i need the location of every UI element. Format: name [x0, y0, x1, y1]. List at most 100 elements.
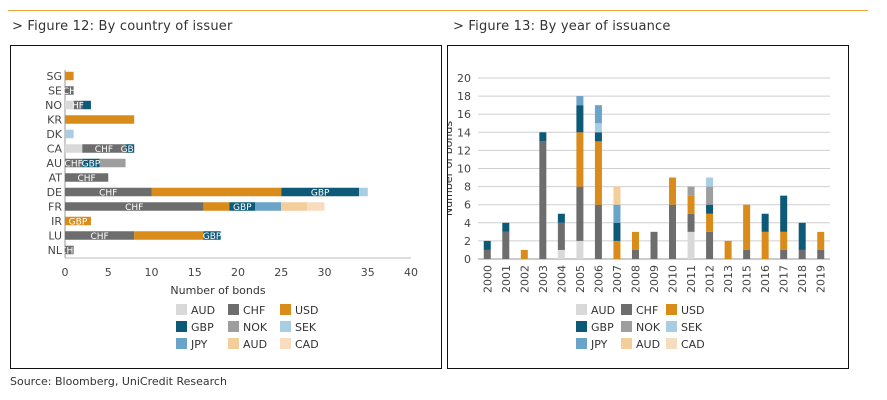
- bar-au-gbp: [82, 158, 100, 168]
- x-tick-label-2000: 2000: [481, 265, 494, 293]
- x-tick-label-2008: 2008: [629, 265, 642, 293]
- bar-label-de: GBP: [311, 189, 330, 199]
- x-tick-label-2012: 2012: [704, 265, 717, 293]
- bar-label-at: CHF: [78, 174, 96, 184]
- legend-swatch-cad: [666, 338, 677, 349]
- bar-label-de: CHF: [99, 189, 117, 199]
- x-tick-label-2005: 2005: [574, 265, 587, 293]
- bar-2007-aud-peach: [613, 186, 621, 205]
- figure13-title: > Figure 13: By year of issuance: [453, 19, 671, 34]
- category-label-ir: IR: [51, 215, 62, 228]
- bar-label-nl: CHF: [60, 247, 78, 257]
- bar-2009-chf: [650, 231, 658, 259]
- category-label-fr: FR: [48, 201, 62, 214]
- y-tick-label: 14: [457, 126, 471, 139]
- bar-2013-usd: [724, 240, 732, 259]
- legend-swatch-chf: [228, 304, 239, 315]
- bar-2000-chf: [483, 249, 491, 259]
- bar-2006-usd: [594, 141, 602, 205]
- bar-2005-aud-light: [576, 240, 584, 259]
- source-note: Source: Bloomberg, UniCredit Research: [10, 375, 227, 388]
- bar-2001-chf: [502, 231, 510, 259]
- legend-swatch-nok: [228, 321, 239, 332]
- bar-2006-gbp: [594, 132, 602, 142]
- legend-label-gbp: GBP: [591, 321, 614, 334]
- bar-fr-chf: [65, 202, 204, 211]
- x-tick-label-2019: 2019: [815, 265, 828, 293]
- y-tick-label: 10: [457, 163, 471, 176]
- bar-2016-gbp: [761, 213, 769, 232]
- legend-swatch-aud-light: [176, 304, 187, 315]
- bar-2010-usd: [669, 177, 677, 205]
- category-label-de: DE: [47, 186, 62, 199]
- category-label-au: AU: [46, 157, 62, 170]
- legend-swatch-aud-peach: [228, 338, 239, 349]
- bar-2019-chf: [817, 249, 825, 259]
- figure12-panel: 0 5 10 15 20 25 30 35 40 Number of bonds SG SE NO KR D…: [10, 45, 442, 369]
- x-axis-title: Number of bonds: [170, 284, 265, 297]
- x-tick-label: 30: [318, 266, 332, 279]
- legend-swatch-jpy: [576, 338, 587, 349]
- bar-2019-usd: [817, 231, 825, 250]
- bar-2012-chf: [706, 231, 714, 259]
- bar-2011-aud-light: [687, 231, 695, 259]
- x-tick-label: 25: [274, 266, 288, 279]
- figure12-title: > Figure 12: By country of issuer: [12, 19, 233, 34]
- bar-no-aud-light: [65, 100, 74, 110]
- x-tick-label: 40: [404, 266, 418, 279]
- legend-swatch-sek: [666, 321, 677, 332]
- y-tick-label: 18: [457, 90, 471, 103]
- x-tick-label: 5: [105, 266, 112, 279]
- bar-ca-aud-light: [65, 144, 83, 153]
- category-label-sg: SG: [46, 70, 62, 83]
- bar-2012-sek: [706, 177, 714, 187]
- y-tick-label: 20: [457, 72, 471, 85]
- legend-swatch-sek: [280, 321, 291, 332]
- bar-label-lu: CHF: [90, 232, 108, 242]
- bar-2001-gbp: [502, 222, 510, 232]
- year-bar-chart: 0 2 4 6 8 10 12 14 16 18 20 Number of bonds 2000 2001…: [448, 72, 830, 351]
- legend-label-sek: SEK: [681, 321, 703, 334]
- bar-2012-nok: [706, 186, 714, 205]
- y-tick-label: 0: [464, 253, 471, 266]
- x-tick-label: 15: [188, 266, 202, 279]
- bar-2003-chf: [539, 141, 547, 259]
- bar-se-chf: [65, 86, 74, 95]
- bar-label-au: GBP: [82, 160, 101, 170]
- legend-label-jpy: JPY: [190, 338, 208, 351]
- x-tick-label-2001: 2001: [500, 265, 513, 293]
- bar-2017-gbp: [780, 195, 788, 232]
- bar-lu-usd: [134, 231, 204, 240]
- y-tick-label: 16: [457, 108, 471, 121]
- figure13-panel: 0 2 4 6 8 10 12 14 16 18 20 Number of bonds 2000 2001…: [447, 45, 849, 369]
- category-label-kr: KR: [47, 114, 62, 127]
- bar-fr-usd: [203, 202, 230, 211]
- y-tick-label: 8: [464, 181, 471, 194]
- bar-2007-usd: [613, 240, 621, 259]
- legend-swatch-gbp: [576, 321, 587, 332]
- x-tick-label-2016: 2016: [759, 265, 772, 293]
- bar-nl-chf: [65, 245, 74, 255]
- legend-label-nok: NOK: [636, 321, 661, 334]
- legend-swatch-jpy: [176, 338, 187, 349]
- x-tick-label: 10: [145, 266, 159, 279]
- bar-ca-gbp: [125, 144, 135, 153]
- bar-2015-usd: [743, 204, 751, 250]
- legend-label-usd: USD: [681, 304, 705, 317]
- x-tick-label-2004: 2004: [555, 265, 568, 293]
- bar-2005-chf: [576, 186, 584, 241]
- legend-label-usd: USD: [295, 304, 319, 317]
- legend-label-aud-light: AUD: [191, 304, 215, 317]
- legend-swatch-usd: [280, 304, 291, 315]
- top-rule: [8, 10, 868, 11]
- x-tick-label-2018: 2018: [796, 265, 809, 293]
- bar-label-no: HF: [72, 102, 84, 112]
- x-tick-label-2007: 2007: [611, 265, 624, 293]
- legend-swatch-nok: [621, 321, 632, 332]
- bar-2004-aud-light: [557, 249, 565, 259]
- bar-2011-nok: [687, 186, 695, 196]
- bar-kr-usd: [65, 115, 135, 124]
- x-tick-label: 35: [361, 266, 375, 279]
- bar-de-chf: [65, 187, 152, 197]
- category-label-lu: LU: [48, 230, 62, 243]
